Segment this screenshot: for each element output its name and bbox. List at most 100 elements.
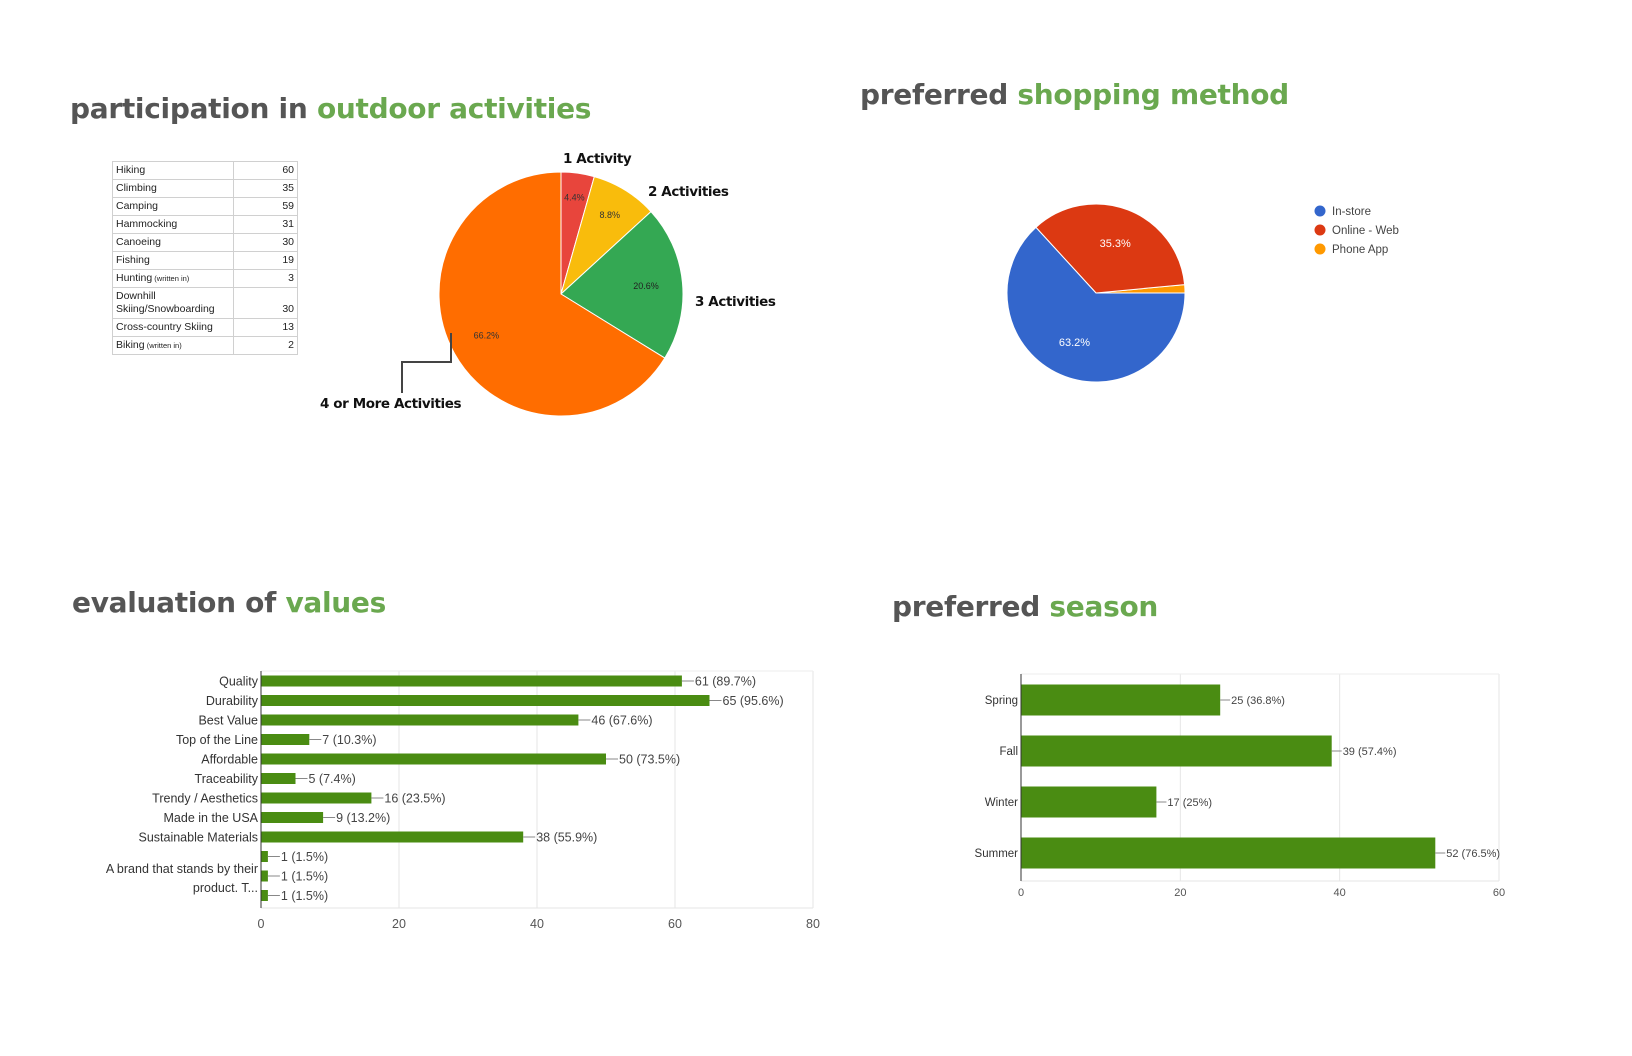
category-label: product. T... xyxy=(193,881,258,895)
bar xyxy=(261,890,268,901)
bar-value-label: 1 (1.5%) xyxy=(281,889,328,903)
season-title-accent: season xyxy=(1049,590,1159,623)
category-label: Durability xyxy=(206,694,259,708)
x-tick-label: 20 xyxy=(1174,887,1186,899)
activity-row: Hammocking 31 xyxy=(112,215,299,234)
category-label: Fall xyxy=(999,746,1018,758)
category-label: Traceability xyxy=(195,772,259,786)
activity-name: Canoeing xyxy=(112,233,234,252)
activity-row: Canoeing 30 xyxy=(112,233,299,252)
season-title: preferred season xyxy=(892,590,1158,623)
bar xyxy=(261,792,372,804)
category-label: Spring xyxy=(985,695,1018,707)
bar xyxy=(1021,684,1221,716)
bar xyxy=(261,812,324,823)
pie-percent-label: 63.2% xyxy=(1059,337,1090,349)
pie-slice-online-web xyxy=(1035,203,1186,294)
bar-value-label: 46 (67.6%) xyxy=(591,714,652,728)
values-title: evaluation of values xyxy=(72,586,386,619)
bar-value-label: 25 (36.8%) xyxy=(1231,695,1285,707)
category-label: Made in the USA xyxy=(164,811,259,825)
legend-label: In-store xyxy=(1332,206,1371,218)
outdoor-title-accent: outdoor activities xyxy=(316,92,592,125)
activity-row: Downhill Skiing/Snowboarding 30 xyxy=(112,287,299,319)
bar-value-label: 65 (95.6%) xyxy=(723,694,784,708)
category-label: Sustainable Materials xyxy=(138,831,258,845)
bar xyxy=(261,851,268,862)
activity-name: Downhill Skiing/Snowboarding xyxy=(112,287,234,319)
legend-swatch xyxy=(1314,205,1326,217)
activity-count: 30 xyxy=(232,233,299,252)
outdoor-title: participation in outdoor activities xyxy=(70,92,591,125)
x-tick-label: 40 xyxy=(530,917,544,931)
pie-percent-label: 35.3% xyxy=(1100,238,1131,250)
legend-swatch xyxy=(1314,224,1326,236)
pie-percent-label: 8.8% xyxy=(599,210,620,220)
bar-value-label: 16 (23.5%) xyxy=(384,792,445,806)
values-title-lead: evaluation of xyxy=(72,586,286,619)
bar-value-label: 61 (89.7%) xyxy=(695,675,756,689)
bar xyxy=(261,695,710,706)
bar-value-label: 39 (57.4%) xyxy=(1343,746,1397,758)
bar xyxy=(1021,837,1436,869)
activity-note: (written in) xyxy=(144,341,182,350)
pie-callout-label: 1 Activity xyxy=(563,151,632,167)
x-tick-label: 60 xyxy=(1493,887,1505,899)
bar-value-label: 38 (55.9%) xyxy=(536,831,597,845)
bar-value-label: 9 (13.2%) xyxy=(336,811,390,825)
shopping-title: preferred shopping method xyxy=(860,78,1289,111)
bar xyxy=(261,714,579,726)
bar-value-label: 52 (76.5%) xyxy=(1446,848,1500,860)
pie-slice-in-store xyxy=(1006,226,1186,383)
bar xyxy=(1021,786,1157,818)
bar xyxy=(261,831,524,843)
shopping-pie-chart: 35.3% 63.2% In-store Online - Web Phone App xyxy=(1006,203,1399,383)
bar-value-label: 1 (1.5%) xyxy=(281,850,328,864)
x-tick-label: 40 xyxy=(1334,887,1346,899)
bar xyxy=(1021,735,1332,767)
activity-count: 2 xyxy=(232,336,299,355)
legend-label: Phone App xyxy=(1332,244,1388,256)
shopping-title-accent: shopping method xyxy=(1017,78,1289,111)
activity-row: Hunting (written in) 3 xyxy=(112,269,299,288)
bar-value-label: 5 (7.4%) xyxy=(309,772,356,786)
x-tick-label: 0 xyxy=(258,917,265,931)
category-label: Top of the Line xyxy=(176,733,258,747)
bar-value-label: 1 (1.5%) xyxy=(281,870,328,884)
pie-callout-label: 2 Activities xyxy=(648,184,729,200)
activity-name: Biking (written in) xyxy=(112,336,234,355)
pie-callout-label: 4 or More Activities xyxy=(320,396,462,412)
bar-value-label: 7 (10.3%) xyxy=(322,733,376,747)
activities-table: Hiking 60 Climbing 35 Camping 59 Hammocking 31 C… xyxy=(112,161,299,355)
pie-percent-label: 20.6% xyxy=(633,281,659,291)
legend-swatch xyxy=(1314,243,1326,255)
activity-name: Hammocking xyxy=(112,215,234,234)
bar-value-label: 50 (73.5%) xyxy=(619,753,680,767)
pie-slice-3-activities xyxy=(560,210,684,359)
bar xyxy=(261,753,606,765)
outdoor-title-lead: participation in xyxy=(70,92,317,125)
x-tick-label: 20 xyxy=(392,917,406,931)
bar xyxy=(261,773,296,784)
activity-row: Biking (written in) 2 xyxy=(112,336,299,355)
bar xyxy=(261,675,682,687)
category-label: Summer xyxy=(975,848,1019,860)
activity-row: Climbing 35 xyxy=(112,179,299,198)
category-label: Quality xyxy=(219,675,259,689)
activities-pie-chart: 4.4% 8.8% 20.6% 66.2% 1 Activity 2 Activities… xyxy=(320,151,776,417)
bar xyxy=(261,870,268,882)
category-label: Winter xyxy=(985,797,1018,809)
shopping-title-lead: preferred xyxy=(860,78,1018,111)
category-label: Trendy / Aesthetics xyxy=(152,792,258,806)
pie-callout-leader xyxy=(401,333,452,393)
bar-value-label: 17 (25%) xyxy=(1167,797,1212,809)
x-tick-label: 0 xyxy=(1018,887,1024,899)
category-label: A brand that stands by their xyxy=(106,862,258,876)
category-label: Affordable xyxy=(201,753,258,767)
x-tick-label: 80 xyxy=(806,917,820,931)
x-tick-label: 60 xyxy=(668,917,682,931)
season-bar-chart: 0 20 40 60 25 (36.8%) Spring 39 (57.4%) Fall 17 … xyxy=(975,673,1505,899)
activity-note: (written in) xyxy=(152,274,190,283)
pie-percent-label: 4.4% xyxy=(564,192,585,202)
